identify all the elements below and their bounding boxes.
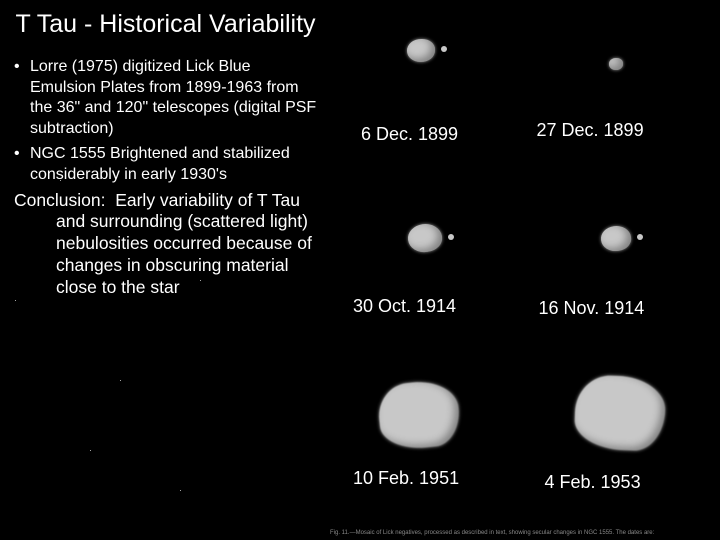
text-panel: T Tau - Historical Variability Lorre (19… (0, 0, 325, 540)
bullet-list: Lorre (1975) digitized Lick Blue Emulsio… (14, 57, 317, 186)
bullet-item: Lorre (1975) digitized Lick Blue Emulsio… (14, 57, 317, 140)
date-label: 16 Nov. 1914 (539, 298, 645, 319)
nebula-image (341, 178, 511, 308)
bullet-item: NGC 1555 Brightened and stabilized consi… (14, 144, 317, 186)
nebula-image (341, 348, 511, 478)
conclusion-block: Conclusion: Early variability of T Tau a… (14, 190, 317, 299)
image-grid: * 6 Dec. 189927 Dec. 189930 Oct. 191416 … (325, 0, 720, 540)
date-label: 27 Dec. 1899 (537, 120, 644, 141)
nebula-image (530, 348, 700, 478)
conclusion-label: Conclusion: (14, 190, 105, 210)
nebula-image (341, 8, 511, 138)
image-panel: 30 Oct. 1914 (331, 178, 521, 348)
image-panel: 6 Dec. 1899 (331, 8, 521, 178)
slide-title: T Tau - Historical Variability (14, 10, 317, 39)
nebula-image (530, 178, 700, 308)
figure-caption: Fig. 11.—Mosaic of Lick negatives, proce… (330, 530, 710, 537)
nebula-image (530, 8, 700, 138)
image-panel: 16 Nov. 1914 (521, 178, 711, 348)
image-panel: 10 Feb. 1951 (331, 348, 521, 518)
image-panel: 27 Dec. 1899 (521, 8, 711, 178)
date-label: 6 Dec. 1899 (361, 124, 458, 145)
date-label: 10 Feb. 1951 (353, 468, 459, 489)
date-label: 4 Feb. 1953 (545, 472, 641, 493)
image-panel: 4 Feb. 1953 (521, 348, 711, 518)
date-label: 30 Oct. 1914 (353, 296, 456, 317)
